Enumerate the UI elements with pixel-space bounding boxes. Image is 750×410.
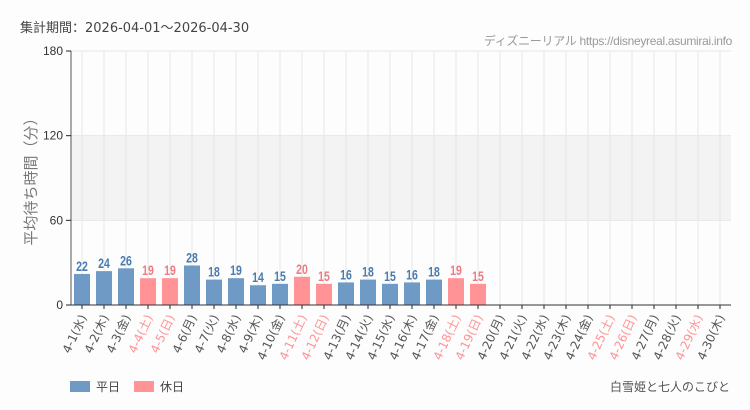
bar-value-label: 19 xyxy=(164,263,176,279)
bar-value-label: 14 xyxy=(252,270,264,286)
bar-value-label: 15 xyxy=(274,268,286,284)
bar[interactable] xyxy=(140,278,156,305)
bar[interactable] xyxy=(338,282,354,305)
bar-value-label: 24 xyxy=(98,256,110,272)
bar-value-label: 19 xyxy=(142,263,154,279)
y-tick-label: 120 xyxy=(43,129,63,143)
band-60-120 xyxy=(71,135,731,221)
bar-value-label: 22 xyxy=(76,259,88,275)
bar-value-label: 26 xyxy=(120,253,132,269)
bar[interactable] xyxy=(162,278,178,305)
bar[interactable] xyxy=(448,278,464,305)
bar-value-label: 18 xyxy=(362,264,374,280)
legend-holiday-label: 休日 xyxy=(160,380,185,394)
bar-value-label: 28 xyxy=(186,250,198,266)
bar[interactable] xyxy=(294,276,310,305)
bar[interactable] xyxy=(118,268,134,305)
weekday-swatch xyxy=(70,381,90,392)
bar[interactable] xyxy=(184,265,200,305)
bar-value-label: 19 xyxy=(450,263,462,279)
legend-holiday[interactable]: 休日 xyxy=(134,378,184,395)
bar[interactable] xyxy=(382,283,398,305)
bar[interactable] xyxy=(74,273,90,305)
bar[interactable] xyxy=(228,278,244,305)
bar-value-label: 16 xyxy=(406,267,418,283)
bar[interactable] xyxy=(206,279,222,305)
bar[interactable] xyxy=(316,283,332,305)
bar[interactable] xyxy=(426,279,442,305)
y-tick-label: 60 xyxy=(50,213,64,227)
bar-value-label: 15 xyxy=(472,268,484,284)
bar[interactable] xyxy=(404,282,420,305)
site-credit: ディズニーリアル https://disneyreal.asumirai.inf… xyxy=(483,34,732,48)
legend-weekday[interactable]: 平日 xyxy=(70,378,120,395)
y-tick-label: 0 xyxy=(56,298,63,312)
period-title: 集計期間：2026-04-01〜2026-04-30 xyxy=(20,21,250,36)
holiday-swatch xyxy=(134,381,155,392)
bar[interactable] xyxy=(470,283,486,305)
bar-value-label: 19 xyxy=(230,263,242,279)
bar[interactable] xyxy=(360,279,376,305)
bar[interactable] xyxy=(96,271,112,305)
bar-value-label: 15 xyxy=(318,268,330,284)
legend: 平日 休日 xyxy=(70,378,198,395)
legend-weekday-label: 平日 xyxy=(96,380,121,394)
bar-value-label: 18 xyxy=(428,264,440,280)
bar[interactable] xyxy=(272,283,288,305)
bar[interactable] xyxy=(250,285,266,305)
bar-value-label: 18 xyxy=(208,264,220,280)
attraction-name: 白雪姫と七人のこびと xyxy=(609,380,730,394)
bar-value-label: 16 xyxy=(340,267,352,283)
bar-value-label: 20 xyxy=(296,261,308,277)
y-tick-label: 180 xyxy=(43,44,63,58)
bar-value-label: 15 xyxy=(384,268,396,284)
